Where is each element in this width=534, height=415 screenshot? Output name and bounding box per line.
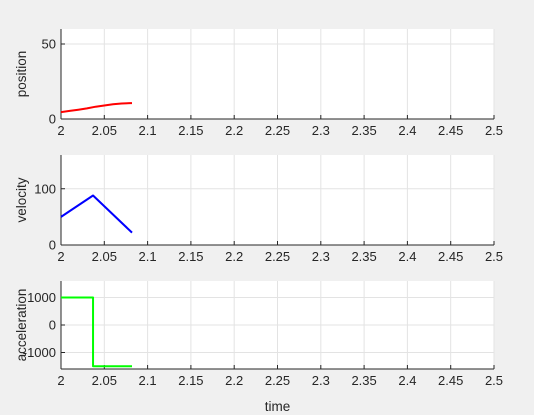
position-ylabel: position — [14, 51, 29, 98]
velocity-axes: 2 2.05 2.1 2.15 2.2 2.25 2.3 2.35 2.4 2.45 2.5 0 100… — [14, 155, 503, 264]
position-xtick-label: 2.05 — [92, 123, 117, 138]
velocity-ytick-label: 100 — [34, 181, 56, 196]
velocity-series-line — [60, 194, 133, 234]
velocity-ytick-label: 0 — [49, 238, 56, 253]
acceleration-xtick-label: 2.05 — [92, 373, 117, 388]
position-xtick-label: 2.45 — [438, 123, 463, 138]
position-xtick-label: 2.4 — [398, 123, 416, 138]
position-ytick-label: 0 — [49, 112, 56, 127]
velocity-xtick-label: 2.3 — [312, 249, 330, 264]
velocity-xtick-label: 2.45 — [438, 249, 463, 264]
acceleration-ytick-label: 1000 — [27, 290, 56, 305]
acceleration-ytick-label: -1000 — [23, 345, 56, 360]
position-xtick-label: 2.35 — [351, 123, 376, 138]
velocity-xtick-label: 2.05 — [92, 249, 117, 264]
acceleration-xtick-label: 2 — [57, 373, 64, 388]
velocity-xtick-label: 2 — [57, 249, 64, 264]
position-xtick-label: 2.3 — [312, 123, 330, 138]
position-series-line — [60, 102, 133, 114]
acceleration-xtick-label: 2.4 — [398, 373, 416, 388]
acceleration-series-line — [61, 296, 133, 368]
position-ytick-label: 50 — [42, 37, 56, 52]
acceleration-ylabel: acceleration — [14, 289, 29, 362]
velocity-xtick-label: 2.25 — [265, 249, 290, 264]
position-axes: 2 2.05 2.1 2.15 2.2 2.25 2.3 2.35 2.4 2.45 2.5 0 50 p… — [14, 29, 503, 138]
acceleration-xtick-label: 2.2 — [225, 373, 243, 388]
acceleration-xtick-label: 2.5 — [485, 373, 503, 388]
velocity-xtick-label: 2.1 — [139, 249, 157, 264]
position-xtick-label: 2 — [57, 123, 64, 138]
velocity-xtick-label: 2.4 — [398, 249, 416, 264]
position-xtick-label: 2.5 — [485, 123, 503, 138]
acceleration-xtick-label: 2.15 — [178, 373, 203, 388]
position-xtick-label: 2.1 — [139, 123, 157, 138]
acceleration-xtick-label: 2.3 — [312, 373, 330, 388]
acceleration-xtick-label: 2.25 — [265, 373, 290, 388]
velocity-xtick-label: 2.35 — [351, 249, 376, 264]
position-xtick-label: 2.2 — [225, 123, 243, 138]
velocity-xtick-label: 2.15 — [178, 249, 203, 264]
velocity-xtick-label: 2.5 — [485, 249, 503, 264]
velocity-ylabel: velocity — [14, 177, 29, 222]
xlabel-time: time — [265, 399, 291, 414]
velocity-xtick-label: 2.2 — [225, 249, 243, 264]
acceleration-xtick-label: 2.35 — [351, 373, 376, 388]
position-xtick-label: 2.25 — [265, 123, 290, 138]
acceleration-xtick-label: 2.1 — [139, 373, 157, 388]
acceleration-ytick-label: 0 — [49, 318, 56, 333]
acceleration-xtick-label: 2.45 — [438, 373, 463, 388]
position-xtick-label: 2.15 — [178, 123, 203, 138]
acceleration-axes: 2 2.05 2.1 2.15 2.2 2.25 2.3 2.35 2.4 2.45 2.5 -100… — [14, 281, 503, 414]
